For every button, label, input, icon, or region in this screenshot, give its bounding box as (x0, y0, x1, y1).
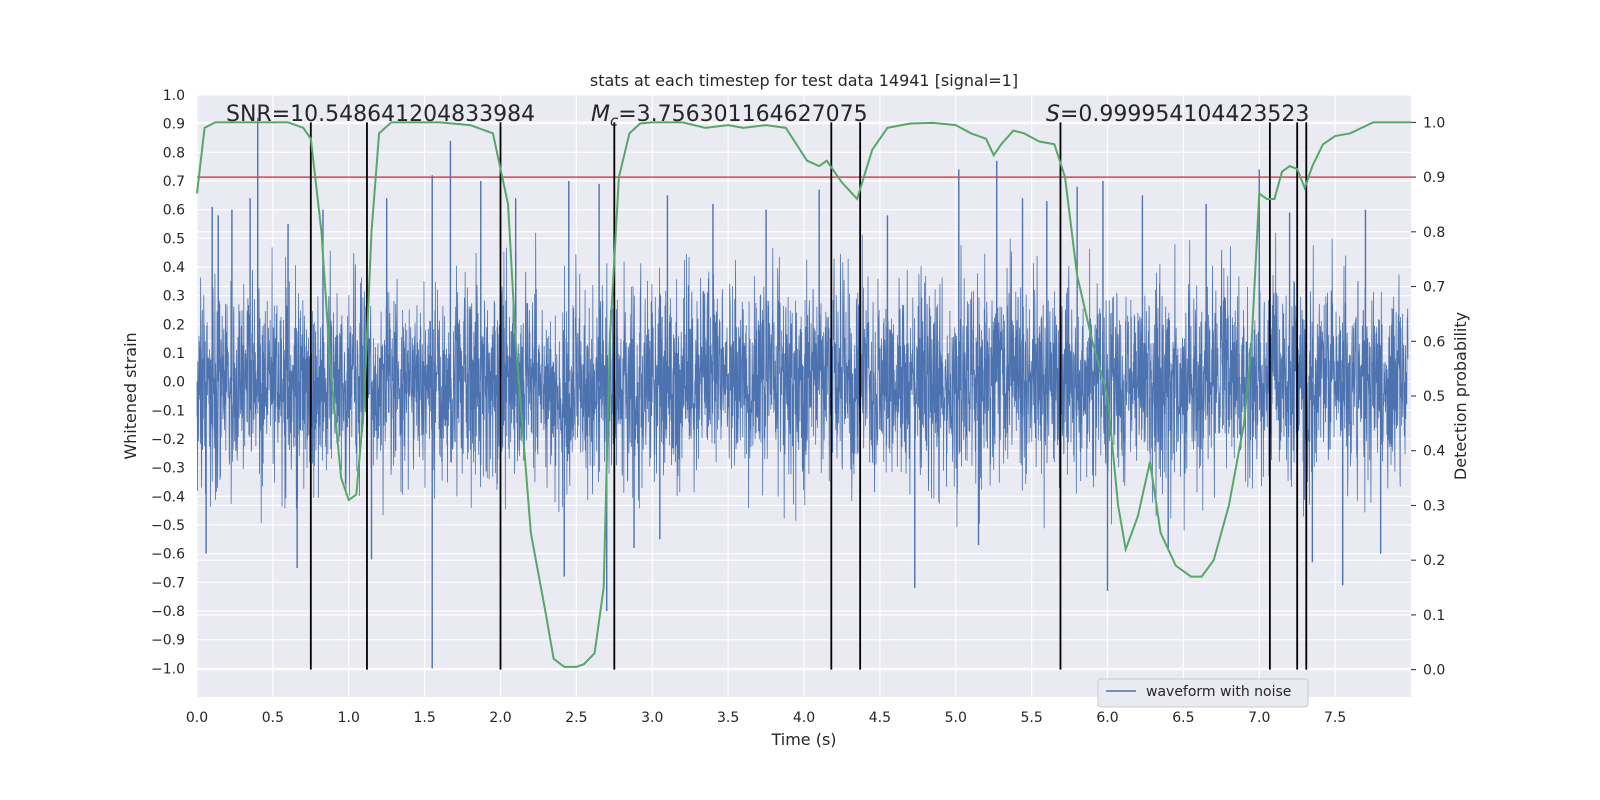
y2-tick-label: 0.6 (1423, 334, 1445, 350)
x-tick-label: 5.5 (1020, 710, 1042, 726)
y2-tick-label: 0.1 (1423, 608, 1445, 624)
x-tick-label: 1.0 (338, 710, 360, 726)
y-tick-label: 0.0 (163, 375, 185, 391)
y-tick-label: −0.1 (151, 403, 185, 419)
x-tick-label: 0.0 (186, 710, 208, 726)
y-tick-label: 0.2 (163, 317, 185, 333)
y2-tick-label: 0.4 (1423, 444, 1445, 460)
x-tick-label: 2.0 (489, 710, 511, 726)
x-tick-label: 7.5 (1324, 710, 1346, 726)
x-tick-label: 4.5 (869, 710, 891, 726)
x-tick-label: 4.0 (793, 710, 815, 726)
vertical-lines (309, 122, 1308, 670)
y-axis-label: Whitened strain (121, 332, 140, 459)
x-tick-label: 6.5 (1172, 710, 1194, 726)
y-tick-label: 0.6 (163, 203, 185, 219)
y-tick-label: −0.5 (151, 518, 185, 534)
y-tick-label: −0.2 (151, 432, 185, 448)
detection-probability-line (196, 121, 1411, 668)
legend: waveform with noise (1097, 678, 1309, 708)
x-tick-label: 7.0 (1248, 710, 1270, 726)
legend-box (1097, 678, 1309, 708)
x-tick-label: 0.5 (262, 710, 284, 726)
y2-axis-label: Detection probability (1451, 312, 1470, 480)
y2-tick-label: 0.7 (1423, 280, 1445, 296)
y-tick-label: 1.0 (163, 88, 185, 104)
y-tick-label: −0.4 (151, 489, 185, 505)
y-tick-label: −0.6 (151, 547, 185, 563)
chirp-mass-annotation: Mc=3.756301164627075 (591, 102, 868, 130)
chirp-mass-symbol: M (591, 102, 610, 127)
s-symbol: S (1046, 102, 1060, 127)
x-tick-label: 3.5 (717, 710, 739, 726)
y-tick-label: −0.9 (151, 633, 185, 649)
x-tick-label: 3.0 (641, 710, 663, 726)
chart-title: stats at each timestep for test data 149… (590, 71, 1018, 90)
x-tick-labels: 0.0 0.5 1.0 1.5 2.0 2.5 3.0 3.5 4.0 4.5 5.0 5.5 6.0 6… (186, 710, 1346, 726)
s-annotation: S=0.999954104423523 (1046, 102, 1309, 127)
y-tick-label: 0.7 (163, 174, 185, 190)
y-tick-label: 0.5 (163, 231, 185, 247)
x-tick-label: 1.5 (413, 710, 435, 726)
s-value: =0.999954104423523 (1060, 102, 1309, 127)
x-tick-label: 2.5 (565, 710, 587, 726)
y2-tick-label: 1.0 (1423, 115, 1445, 131)
x-tick-label: 5.0 (945, 710, 967, 726)
y2-tick-label: 0.0 (1423, 663, 1445, 679)
snr-annotation: SNR=10.548641204833984 (226, 102, 535, 127)
y-tick-label: −1.0 (151, 661, 185, 677)
y-tick-label: 0.1 (163, 346, 185, 362)
y-tick-label: −0.3 (151, 461, 185, 477)
x-tick-label: 6.0 (1096, 710, 1118, 726)
y-tick-label: −0.8 (151, 604, 185, 620)
y2-tick-labels: 1.0 0.9 0.8 0.7 0.6 0.5 0.4 0.3 0.2 0.1 0.0 (1411, 115, 1445, 679)
legend-label: waveform with noise (1146, 684, 1291, 700)
y-tick-label: 0.8 (163, 145, 185, 161)
y-tick-label: 0.3 (163, 289, 185, 305)
y-tick-labels: 1.0 0.9 0.8 0.7 0.6 0.5 0.4 0.3 0.2 0.1 0.0 −0.1 −0.… (151, 88, 185, 677)
y-tick-label: 0.9 (163, 117, 185, 133)
y2-tick-label: 0.3 (1423, 498, 1445, 514)
chirp-mass-subscript: c (610, 112, 619, 130)
chirp-mass-value: =3.756301164627075 (618, 102, 867, 127)
y2-tick-label: 0.2 (1423, 553, 1445, 569)
y-tick-label: 0.4 (163, 260, 185, 276)
y2-tick-label: 0.8 (1423, 225, 1445, 241)
y2-tick-label: 0.9 (1423, 170, 1445, 186)
y-tick-label: −0.7 (151, 575, 185, 591)
y2-tick-label: 0.5 (1423, 389, 1445, 405)
x-axis-label: Time (s) (770, 730, 836, 749)
